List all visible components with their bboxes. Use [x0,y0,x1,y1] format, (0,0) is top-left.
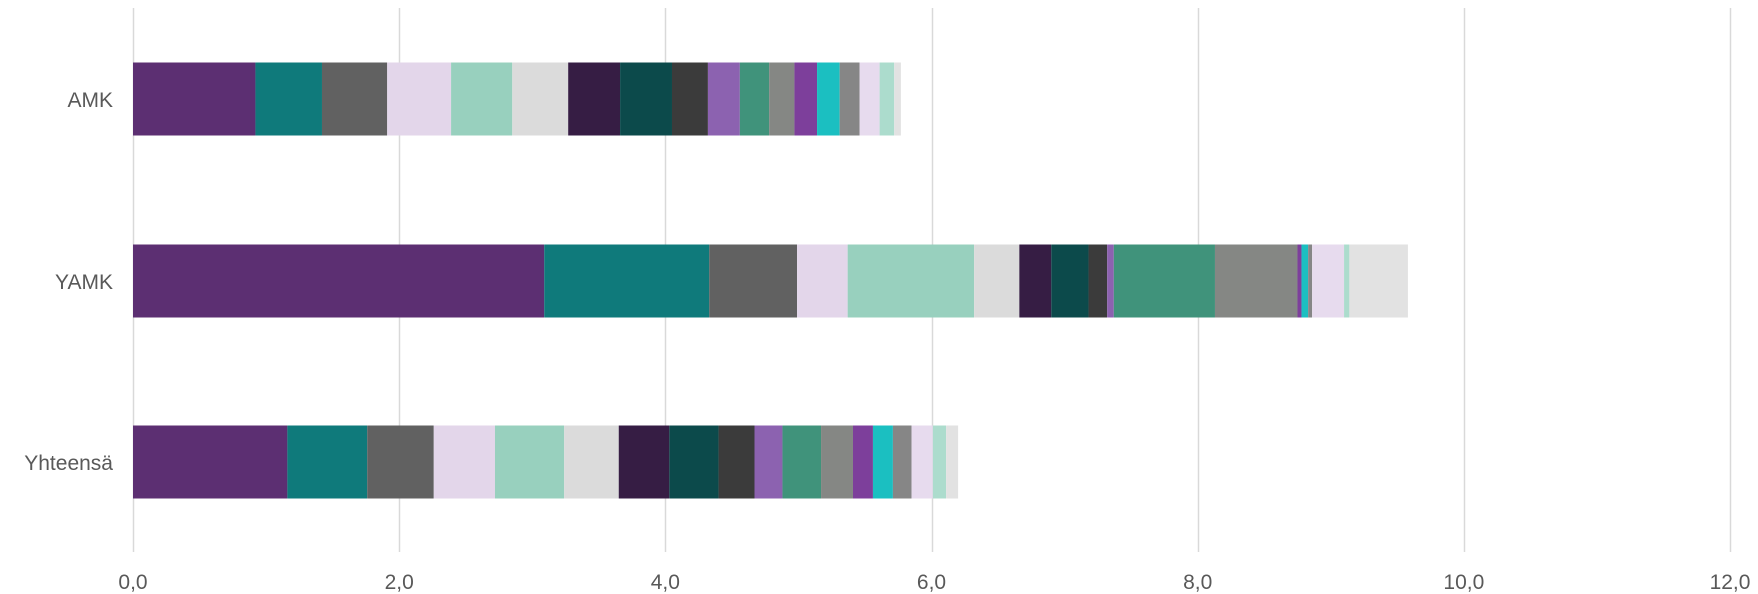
bar-segment [932,425,947,499]
bar-segment [133,62,256,136]
bar-segment [451,62,513,136]
x-tick-label: 10,0 [1443,571,1484,594]
category-labels: AMK YAMK Yhteensä [24,89,113,475]
bar-segment [133,244,545,318]
bar-segment [754,425,783,499]
bar-segment [718,425,755,499]
bar-segment [669,425,719,499]
bar-segment [782,425,822,499]
bar-segment [1297,244,1302,318]
bar-segment [709,244,798,318]
bar-segment [1301,244,1309,318]
bar-segment [618,425,670,499]
bar-segment [1019,244,1052,318]
bar-segment [564,425,619,499]
bar-segment [817,62,840,136]
bar-segment [1312,244,1345,318]
bar-segment [739,62,770,136]
bar-segment [879,62,895,136]
bar-segment [512,62,569,136]
bar-segment [859,62,880,136]
x-tick-label: 2,0 [385,571,414,594]
x-tick-label: 12,0 [1710,571,1751,594]
bar-segment [1308,244,1313,318]
bar-segment [133,425,288,499]
bar-segment [1214,244,1298,318]
bar-segment [839,62,860,136]
x-tick-label: 6,0 [917,571,946,594]
category-label: AMK [67,89,113,112]
bar-segment [287,425,368,499]
bar-segment [707,62,740,136]
bar-segment [1051,244,1089,318]
x-tick-label: 4,0 [651,571,680,594]
bar-segment [794,62,818,136]
bar-segment [544,244,710,318]
bar-segment [946,425,959,499]
bar-segment [1349,244,1408,318]
bar-segment [974,244,1020,318]
bar-segment [367,425,434,499]
bar-segment [387,62,452,136]
bar-segment [872,425,893,499]
bar-segment [1344,244,1350,318]
category-label: YAMK [55,271,113,294]
bar-segment [620,62,672,136]
bar-segment [321,62,388,136]
bar-segment [769,62,795,136]
bars [133,62,1408,499]
bar-segment [911,425,933,499]
bar-segment [847,244,975,318]
bar-segment [255,62,322,136]
bar-segment [852,425,873,499]
bar-segment [671,62,708,136]
bar-segment [568,62,621,136]
bar-segment [1107,244,1114,318]
bar-segment [892,425,912,499]
x-tick-label: 0,0 [118,571,147,594]
bar-segment [494,425,565,499]
bar-segment [797,244,848,318]
bar-segment [1088,244,1108,318]
x-tick-label: 8,0 [1183,571,1212,594]
bar-segment [1113,244,1215,318]
bar-segment [821,425,853,499]
category-label: Yhteensä [24,452,113,475]
bar-segment [433,425,495,499]
x-axis-tick-labels: 0,0 2,0 4,0 6,0 8,0 10,0 12,0 [118,571,1750,594]
bar-segment [894,62,901,136]
